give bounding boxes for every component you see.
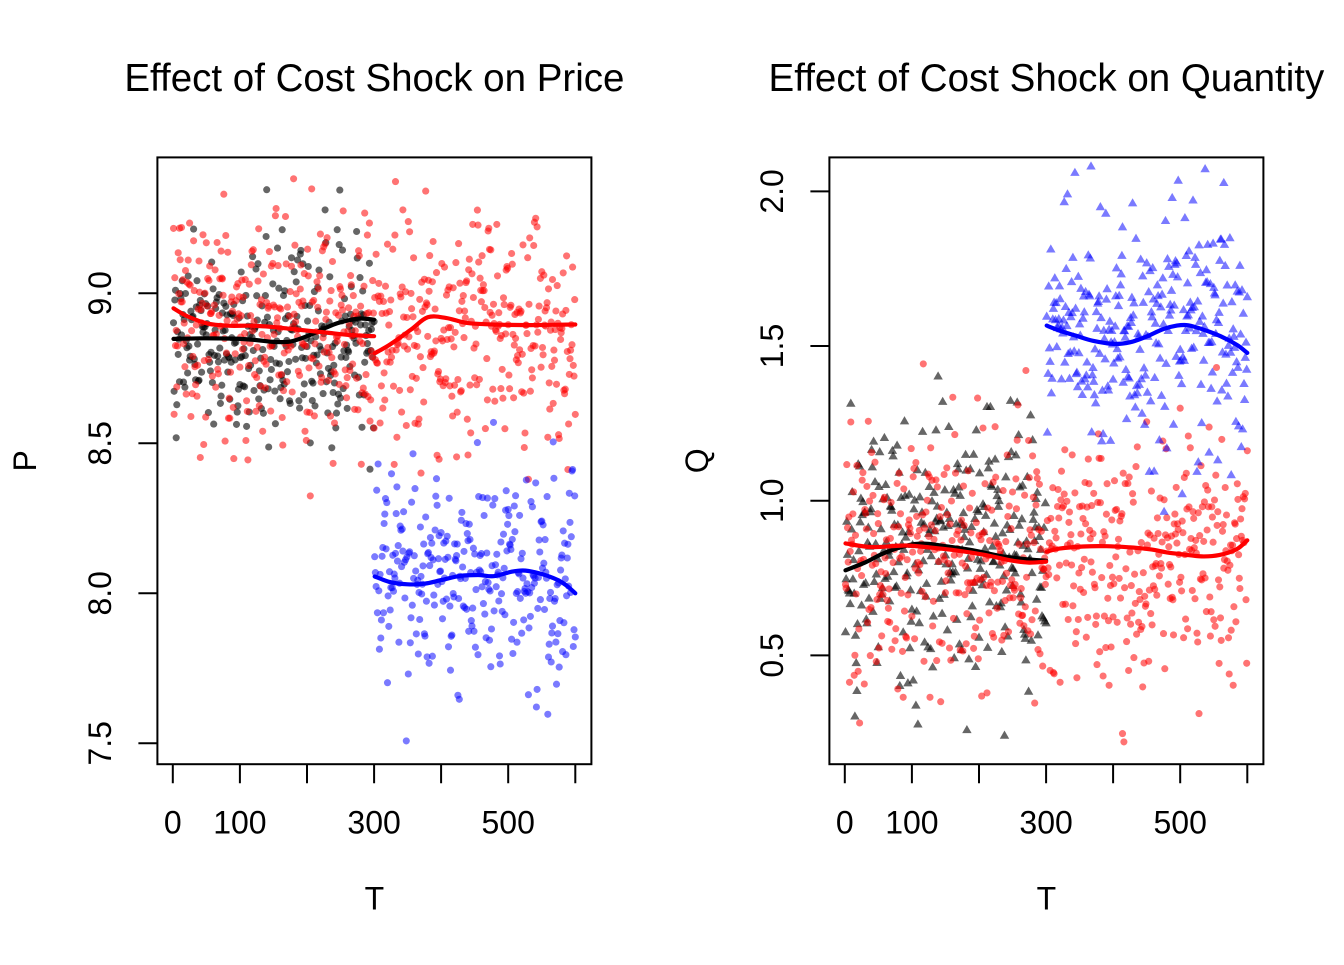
svg-text:0: 0 [836, 805, 854, 841]
svg-text:Q: Q [679, 448, 715, 473]
svg-text:0: 0 [164, 805, 182, 841]
svg-text:500: 500 [1154, 805, 1207, 841]
svg-text:100: 100 [213, 805, 266, 841]
svg-text:8.0: 8.0 [82, 571, 118, 615]
svg-text:1.0: 1.0 [754, 478, 790, 522]
svg-text:300: 300 [347, 805, 400, 841]
svg-text:0.5: 0.5 [754, 633, 790, 677]
svg-text:T: T [365, 881, 385, 917]
svg-text:8.5: 8.5 [82, 421, 118, 465]
svg-text:300: 300 [1019, 805, 1072, 841]
svg-text:Effect of Cost Shock on Price: Effect of Cost Shock on Price [124, 57, 624, 100]
svg-text:100: 100 [885, 805, 938, 841]
svg-text:7.5: 7.5 [82, 721, 118, 765]
svg-text:Effect of Cost Shock on Quanti: Effect of Cost Shock on Quantity [769, 57, 1325, 100]
svg-text:9.0: 9.0 [82, 271, 118, 315]
svg-text:500: 500 [482, 805, 535, 841]
svg-text:2.0: 2.0 [754, 169, 790, 213]
svg-text:P: P [7, 450, 43, 471]
svg-text:T: T [1037, 881, 1057, 917]
svg-text:1.5: 1.5 [754, 324, 790, 368]
